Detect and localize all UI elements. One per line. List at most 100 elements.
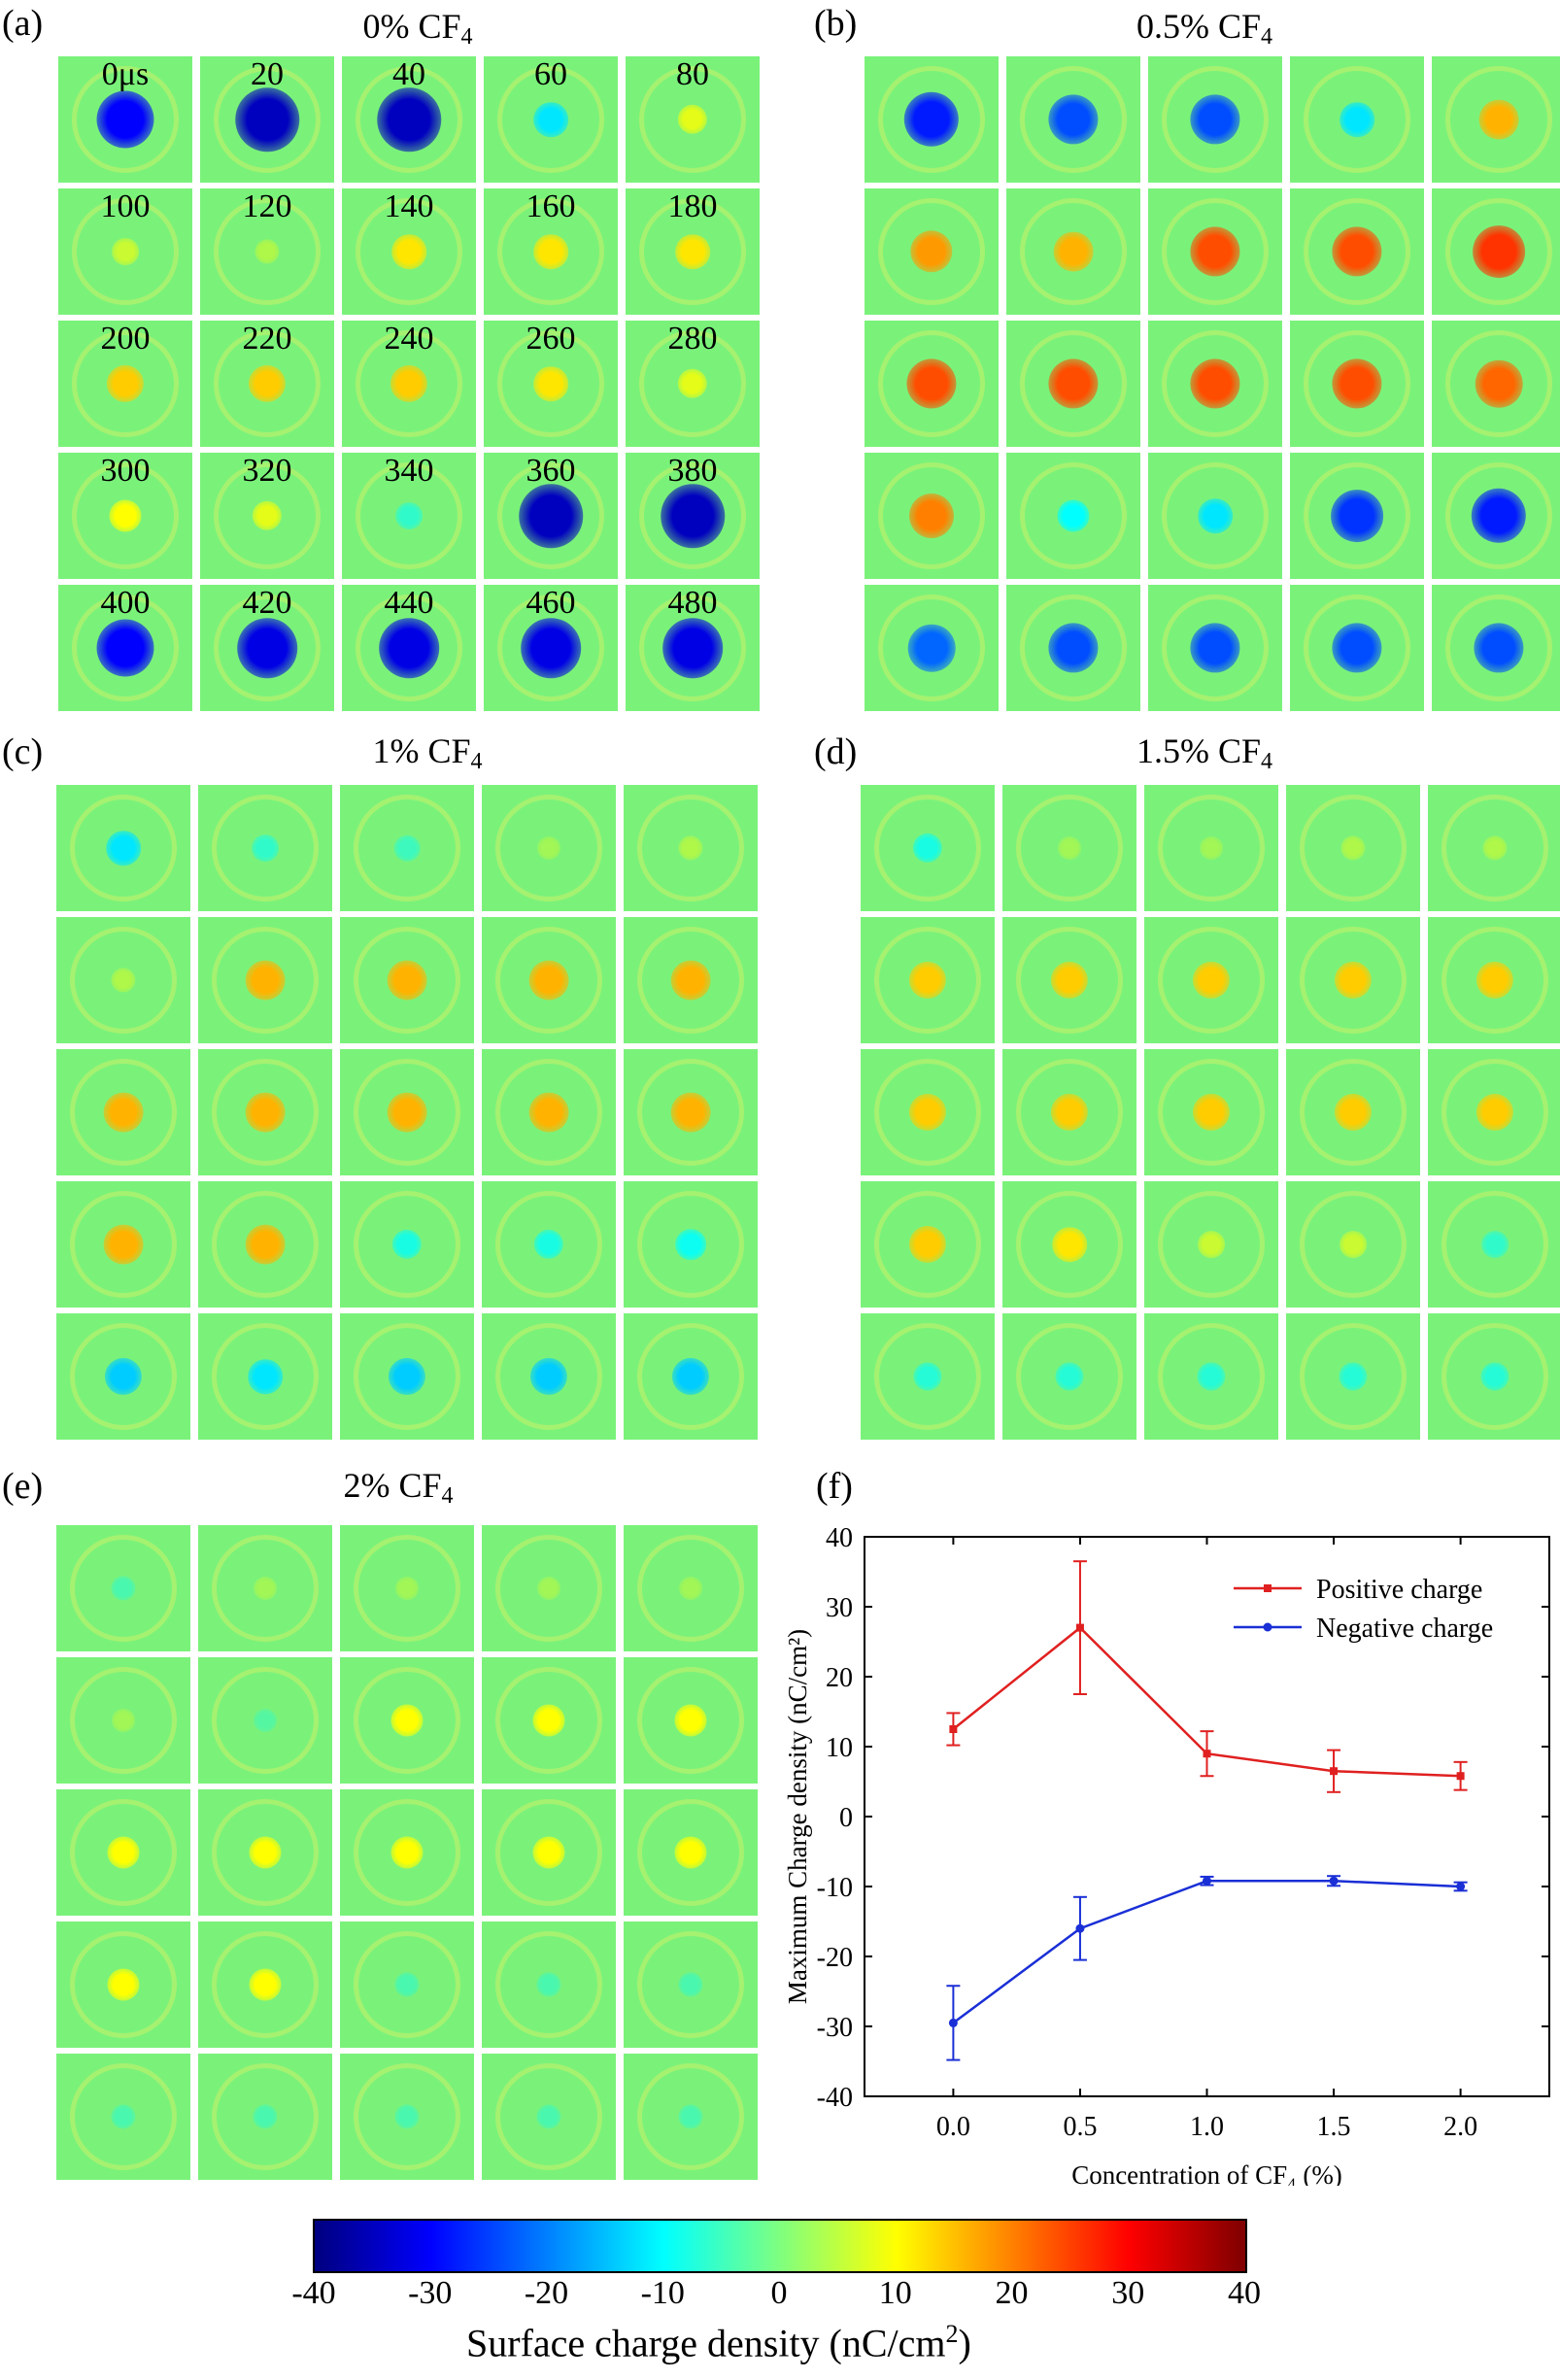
heatmap-tile <box>1002 785 1136 911</box>
charge-ring <box>495 1799 602 1906</box>
heatmap-tile <box>198 1313 332 1440</box>
heatmap-tile <box>1290 453 1424 579</box>
charge-ring <box>1158 795 1265 901</box>
heatmap-tile <box>1002 1181 1136 1308</box>
panel-e: (e) 2% CF4 <box>0 1447 777 2180</box>
charge-spot <box>1332 226 1382 277</box>
charge-spot <box>533 366 568 401</box>
charge-ring <box>212 1059 319 1166</box>
x-tick-label: 0.0 <box>936 2112 970 2142</box>
heatmap-tile: 300 <box>58 453 192 579</box>
charge-spot <box>1192 1093 1231 1132</box>
y-tick-label: 10 <box>826 1733 853 1763</box>
charge-spot <box>1473 225 1525 278</box>
charge-spot <box>237 618 297 678</box>
time-label: 200 <box>100 321 151 357</box>
charge-spot <box>1198 1231 1225 1258</box>
charge-ring <box>1158 1191 1265 1298</box>
heatmap-tile <box>1006 188 1140 315</box>
charge-ring <box>637 2063 744 2170</box>
charge-spot <box>674 1836 707 1869</box>
charge-spot <box>1332 623 1382 673</box>
charge-spot <box>387 960 427 1001</box>
charge-spot <box>112 238 139 265</box>
panel-letter: (d) <box>814 731 858 772</box>
colorbar-gradient <box>313 2219 1247 2273</box>
charge-spot <box>394 2104 420 2129</box>
charge-ring <box>874 1191 981 1298</box>
charge-ring <box>639 66 746 173</box>
heatmap-tile <box>624 1657 758 1784</box>
y-tick-label: -30 <box>817 2013 853 2043</box>
charge-spot <box>1057 499 1090 532</box>
heatmap-tile <box>198 1789 332 1916</box>
charge-ring <box>1445 66 1552 173</box>
charge-spot <box>1200 836 1223 860</box>
charge-ring <box>1441 927 1548 1034</box>
charge-spot <box>104 1357 143 1396</box>
heatmap-tile <box>198 2054 332 2180</box>
charge-spot <box>537 1577 560 1600</box>
heatmap-tile <box>1290 56 1424 183</box>
charge-ring <box>495 1059 602 1166</box>
charge-spot <box>536 1972 561 1997</box>
time-label: 380 <box>667 453 718 489</box>
data-point <box>1075 1623 1084 1632</box>
x-axis-label: Concentration of CF₄ (%) <box>1071 2160 1342 2186</box>
charge-ring <box>70 1059 177 1166</box>
time-label: 60 <box>534 56 567 92</box>
time-label: 80 <box>676 56 709 92</box>
y-tick-label: 0 <box>839 1803 853 1833</box>
charge-spot <box>1197 1362 1226 1391</box>
data-point <box>948 2018 958 2027</box>
charge-ring <box>70 795 177 901</box>
y-axis-label: Maximum Charge density (nC/cm²) <box>783 1629 812 2004</box>
charge-spot <box>107 1836 140 1869</box>
heatmap-tile: 420 <box>200 585 334 711</box>
heatmap-tile <box>1148 56 1282 183</box>
charge-ring <box>1158 927 1265 1034</box>
heatmap-tile <box>1002 917 1136 1043</box>
heatmap-tile <box>340 2054 474 2180</box>
charge-ring <box>72 595 179 701</box>
heatmap-tile: 160 <box>484 188 618 315</box>
heatmap-tile <box>865 321 999 447</box>
charge-spot <box>249 1836 282 1869</box>
charge-ring <box>1304 198 1410 305</box>
charge-spot <box>677 368 708 399</box>
heatmap-tile: 460 <box>484 585 618 711</box>
charge-ring <box>1300 1191 1407 1298</box>
colorbar-tick-label: 0 <box>770 2275 788 2311</box>
charge-ring <box>212 2063 319 2170</box>
charge-ring <box>1016 1191 1123 1298</box>
heatmap-tile <box>624 1789 758 1916</box>
charge-ring <box>212 1323 319 1430</box>
charge-spot <box>391 1229 423 1260</box>
charge-spot <box>533 234 568 269</box>
time-label: 0μs <box>101 56 150 92</box>
charge-spot <box>677 104 708 135</box>
data-point <box>1203 1876 1211 1886</box>
charge-spot <box>908 1093 947 1132</box>
heatmap-tile <box>1286 1313 1420 1440</box>
charge-spot <box>1192 961 1231 1000</box>
charge-spot <box>106 831 141 866</box>
panel-b: (b) 0.5% CF4 <box>777 0 1560 711</box>
heatmap-tile <box>56 1313 190 1440</box>
heatmap-tile: 340 <box>342 453 476 579</box>
charge-spot <box>1053 231 1094 272</box>
charge-spot <box>254 1709 277 1732</box>
charge-spot <box>96 619 154 677</box>
legend-marker <box>1264 1584 1272 1592</box>
charge-spot <box>1340 1231 1367 1258</box>
charge-ring <box>1304 462 1410 569</box>
heatmap-tile <box>1432 453 1560 579</box>
charge-spot <box>254 239 280 264</box>
charge-spot <box>528 960 569 1001</box>
charge-ring <box>1158 1323 1265 1430</box>
legend-label: Positive charge <box>1316 1575 1482 1605</box>
charge-spot <box>906 358 957 409</box>
charge-spot <box>103 1224 144 1265</box>
heatmap-tile <box>198 917 332 1043</box>
time-label: 120 <box>242 188 292 224</box>
